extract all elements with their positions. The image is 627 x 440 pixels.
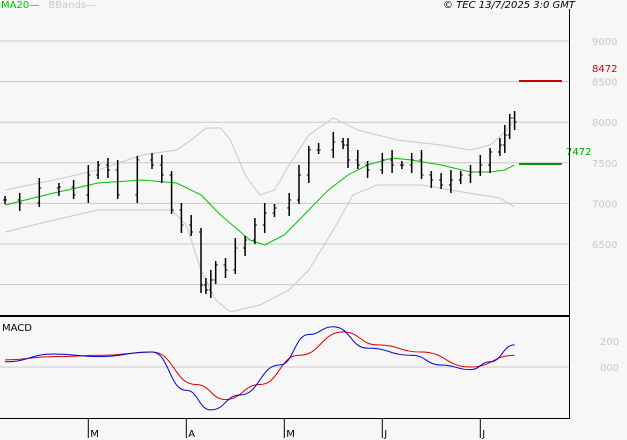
x-tick-label: J [383, 429, 387, 440]
y-tick-label: 9000 [592, 37, 617, 48]
bband-lower-line [4, 184, 515, 313]
macd-line [4, 326, 515, 411]
y-tick-label: 7000 [592, 199, 617, 210]
y-tick-label: 6500 [592, 240, 617, 251]
macd-tick-label: 200 [600, 337, 619, 348]
y-tick-label: 8500 [592, 78, 617, 89]
x-tick-label: J [481, 429, 485, 440]
legend-bbands: BBands [48, 0, 87, 11]
last-ma-label: 7472 [566, 147, 591, 158]
y-tick-label: 7500 [592, 159, 617, 170]
macd-tick-label: 000 [600, 363, 619, 374]
legend-ma20-swatch: — [29, 0, 40, 11]
y-tick-label: 8000 [592, 118, 617, 129]
bband-upper-line [4, 117, 515, 196]
x-tick-label: M [90, 429, 99, 440]
x-tick-label: A [188, 429, 195, 440]
macd-title: MACD [2, 323, 32, 334]
last-price-label: 8472 [592, 64, 617, 75]
legend: MA20— BBands— [1, 0, 96, 11]
x-tick-label: M [286, 429, 295, 440]
legend-ma20: MA20 [1, 0, 30, 11]
legend-bbands-swatch: — [86, 0, 97, 11]
copyright: © TEC 13/7/2025 3:0 GMT [443, 0, 575, 11]
macd-signal-line [4, 331, 515, 401]
ma20-line [4, 157, 515, 246]
